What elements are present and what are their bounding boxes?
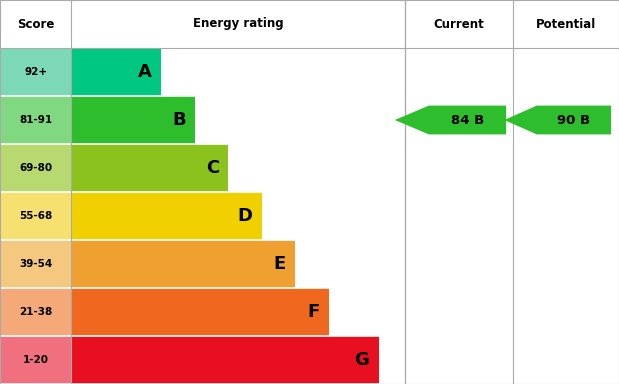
Text: 90 B: 90 B [557, 114, 591, 126]
Text: B: B [172, 111, 186, 129]
Polygon shape [395, 106, 506, 134]
Bar [71, 240, 295, 288]
Bar [0, 0, 405, 384]
Text: Current: Current [434, 18, 484, 30]
Bar [0, 336, 71, 384]
Text: 55-68: 55-68 [19, 211, 52, 221]
Text: 81-91: 81-91 [19, 115, 52, 125]
Text: 39-54: 39-54 [19, 259, 52, 269]
Text: Potential: Potential [535, 18, 596, 30]
Bar [71, 336, 379, 384]
Bar [71, 288, 329, 336]
Text: 92+: 92+ [24, 67, 47, 77]
Bar [405, 0, 619, 384]
Text: A: A [138, 63, 152, 81]
Bar [0, 192, 71, 240]
Text: C: C [206, 159, 219, 177]
Bar [0, 48, 71, 96]
Bar [71, 144, 228, 192]
Text: 69-80: 69-80 [19, 163, 52, 173]
Text: G: G [355, 351, 370, 369]
Text: 21-38: 21-38 [19, 307, 52, 317]
Bar [71, 48, 162, 96]
Polygon shape [504, 106, 611, 134]
Text: E: E [274, 255, 286, 273]
Text: Score: Score [17, 18, 54, 30]
Text: 84 B: 84 B [451, 114, 484, 126]
Text: Energy rating: Energy rating [193, 18, 284, 30]
Bar [71, 192, 262, 240]
Bar [0, 144, 71, 192]
Bar [0, 240, 71, 288]
Bar [0, 288, 71, 336]
Text: 1-20: 1-20 [22, 355, 49, 365]
Bar [0, 96, 71, 144]
Bar [71, 96, 195, 144]
Text: F: F [307, 303, 319, 321]
Text: D: D [238, 207, 253, 225]
